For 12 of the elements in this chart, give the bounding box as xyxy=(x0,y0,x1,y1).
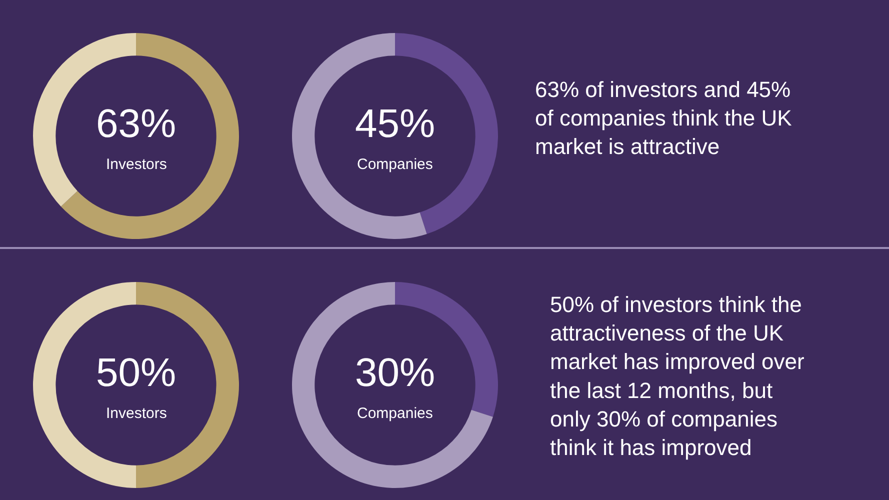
text: Investors xyxy=(106,156,167,173)
text: 63% of investors and 45% of companies think the UK market is attractive xyxy=(535,77,792,160)
text: 30% xyxy=(355,351,436,395)
text: 63% xyxy=(96,102,176,146)
donut-slice xyxy=(292,282,493,488)
text: Companies xyxy=(357,405,433,422)
text: Companies xyxy=(357,156,433,173)
text: 50% xyxy=(96,351,176,395)
text: 45% xyxy=(355,102,436,146)
text: 50% of investors think the attractiveness of the UK market has improved over the last 12 months, but only 30% of companies think it has improved xyxy=(550,292,804,460)
text: Investors xyxy=(106,405,167,422)
donut-slice xyxy=(60,33,239,239)
